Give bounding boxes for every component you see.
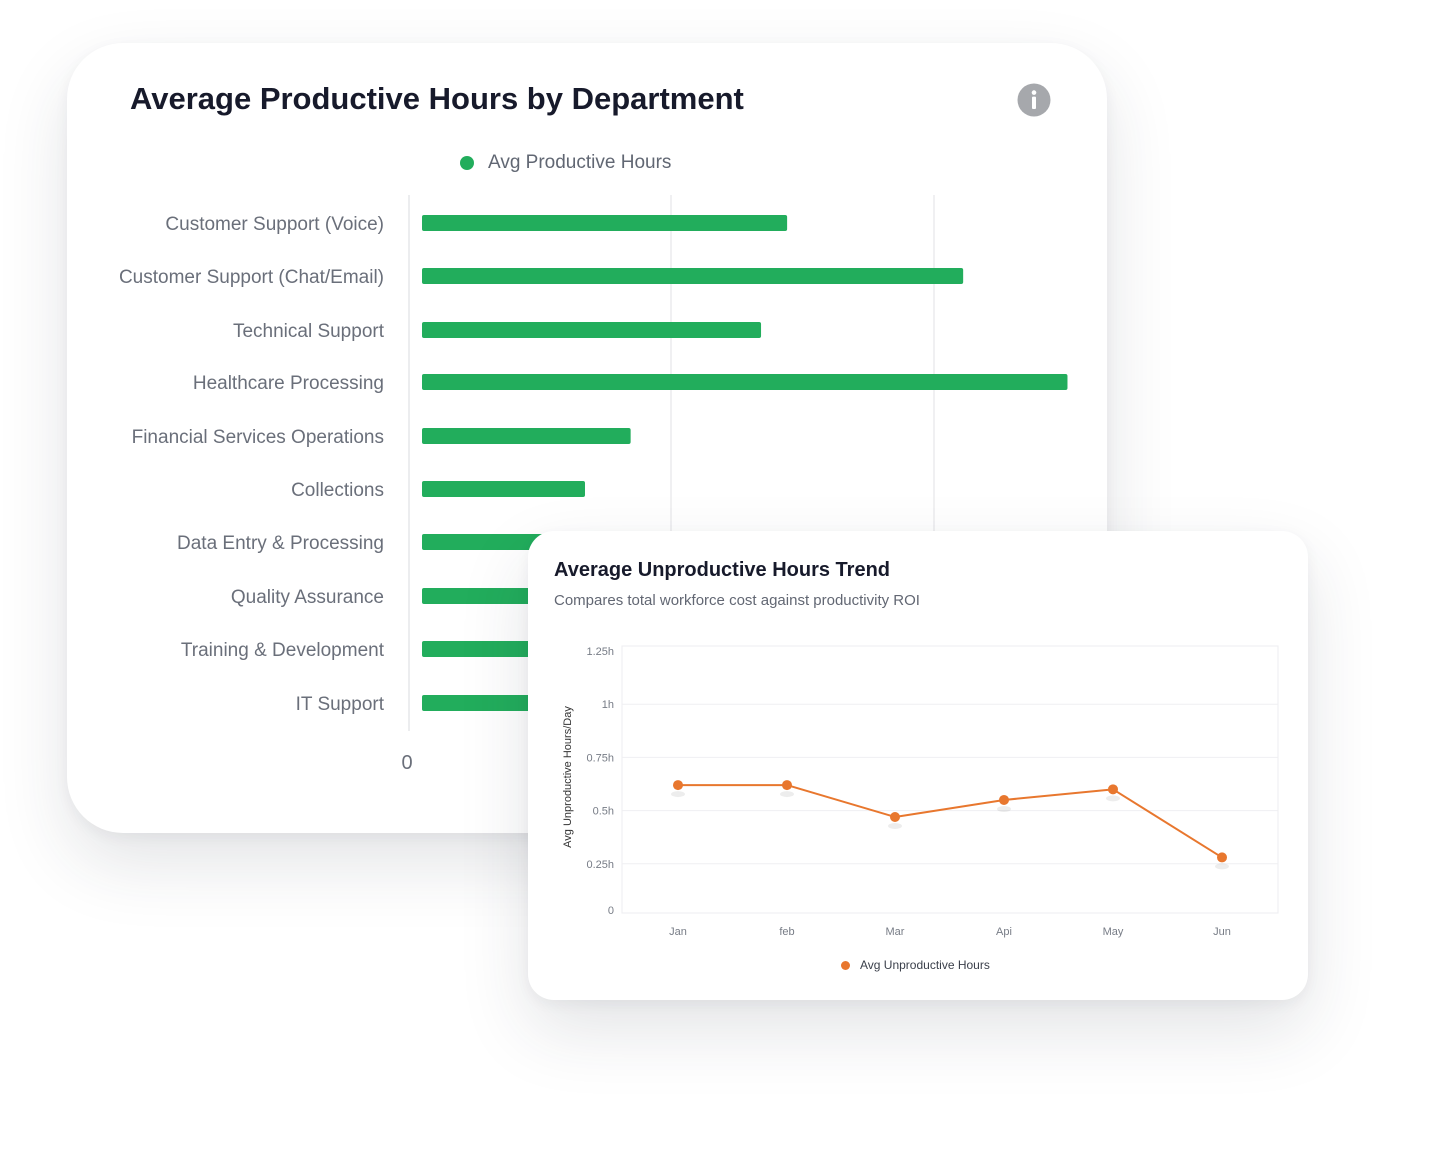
legend-label: Avg Unproductive Hours bbox=[860, 958, 990, 972]
bar-customer-support-chat-email[interactable] bbox=[422, 268, 964, 284]
legend-label: Avg Productive Hours bbox=[488, 152, 672, 173]
category-label: IT Support bbox=[296, 694, 385, 715]
category-label: Customer Support (Chat/Email) bbox=[119, 267, 384, 288]
unproductive-hours-line-chart: 0 0.25h 0.5h 0.75h 1h 1.25h Avg Unproductive H… bbox=[562, 645, 1279, 938]
y-tick-label: 0.5h bbox=[593, 806, 614, 818]
data-point-api[interactable] bbox=[999, 794, 1009, 805]
x-tick-label: feb bbox=[779, 926, 794, 938]
y-tick-label: 1.25h bbox=[586, 646, 614, 658]
series-line bbox=[678, 784, 1223, 859]
y-tick-label: 0 bbox=[608, 905, 614, 917]
data-point-shadow bbox=[997, 805, 1011, 812]
data-point-shadow bbox=[1106, 795, 1120, 802]
plot-area-frame bbox=[621, 645, 1279, 914]
y-axis-label: Avg Unproductive Hours/Day bbox=[562, 706, 574, 848]
bar-financial-services-operations[interactable] bbox=[422, 428, 631, 444]
trend-subtitle: Compares total workforce cost against pr… bbox=[554, 592, 920, 609]
info-icon[interactable] bbox=[1017, 83, 1051, 117]
data-point-may[interactable] bbox=[1108, 784, 1118, 795]
productive-hours-bar-chart: Customer Support (Voice) Customer Support… bbox=[119, 195, 1068, 774]
category-label: Data Entry & Processing bbox=[177, 533, 384, 554]
data-point-shadow bbox=[1215, 863, 1229, 870]
page-title: Average Productive Hours by Department bbox=[130, 81, 744, 116]
bar-data-entry-processing[interactable] bbox=[422, 534, 553, 550]
unproductive-trend-card: Average Unproductive Hours Trend Compare… bbox=[528, 531, 1308, 1000]
bar-training-development[interactable] bbox=[422, 641, 546, 657]
data-point-mar[interactable] bbox=[890, 811, 900, 822]
bar-customer-support-voice[interactable] bbox=[422, 215, 788, 231]
data-point-feb[interactable] bbox=[782, 780, 792, 791]
data-point-shadow bbox=[780, 791, 794, 798]
bar-healthcare-processing[interactable] bbox=[422, 374, 1068, 390]
data-point-shadow bbox=[888, 822, 902, 829]
category-label: Training & Development bbox=[181, 640, 385, 661]
x-tick-label: May bbox=[1103, 926, 1124, 938]
bar-collections[interactable] bbox=[422, 481, 585, 497]
bar-quality-assurance[interactable] bbox=[422, 588, 540, 604]
x-tick-label: Jun bbox=[1213, 926, 1231, 938]
x-tick-label: 0 bbox=[401, 752, 412, 774]
bar-it-support[interactable] bbox=[422, 695, 540, 711]
category-label: Collections bbox=[291, 480, 384, 501]
category-label: Financial Services Operations bbox=[132, 427, 384, 448]
data-point-jan[interactable] bbox=[673, 780, 683, 791]
trend-title: Average Unproductive Hours Trend bbox=[554, 559, 890, 581]
x-tick-label: Api bbox=[996, 926, 1012, 938]
category-label: Technical Support bbox=[233, 321, 385, 342]
legend-swatch bbox=[460, 156, 474, 170]
category-label: Healthcare Processing bbox=[193, 373, 384, 394]
line-chart-legend[interactable]: Avg Unproductive Hours bbox=[841, 957, 990, 973]
data-point-shadow bbox=[671, 791, 685, 798]
data-point-jun[interactable] bbox=[1217, 852, 1227, 863]
x-tick-label: Mar bbox=[886, 926, 905, 938]
bar-chart-legend[interactable]: Avg Productive Hours bbox=[460, 151, 671, 175]
y-tick-label: 0.25h bbox=[586, 859, 614, 871]
category-label: Customer Support (Voice) bbox=[165, 214, 384, 235]
y-tick-label: 1h bbox=[602, 699, 614, 711]
y-tick-label: 0.75h bbox=[586, 752, 614, 764]
legend-swatch bbox=[841, 960, 850, 970]
bar-technical-support[interactable] bbox=[422, 322, 762, 338]
category-label: Quality Assurance bbox=[231, 587, 384, 608]
x-tick-label: Jan bbox=[669, 926, 687, 938]
